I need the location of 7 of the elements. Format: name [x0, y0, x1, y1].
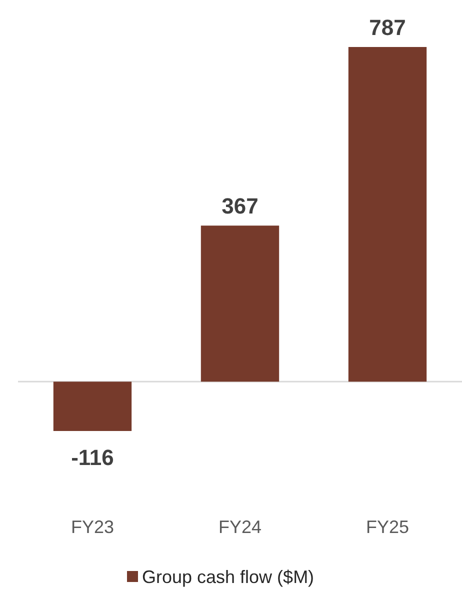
x-tick-label: FY25	[366, 517, 410, 537]
data-label: 787	[369, 15, 406, 40]
x-tick-label: FY23	[70, 517, 114, 537]
legend-label: Group cash flow ($M)	[142, 567, 314, 587]
data-label: -116	[71, 445, 114, 470]
data-label: 367	[222, 194, 258, 219]
x-tick-label: FY24	[218, 517, 262, 537]
